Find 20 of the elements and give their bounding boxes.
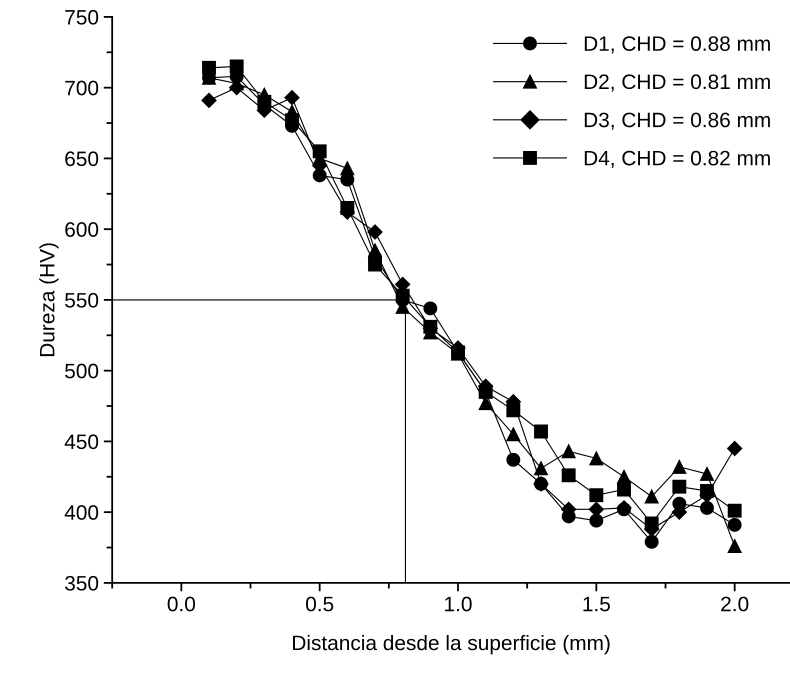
x-tick-label: 0.0 — [168, 596, 196, 612]
y-tick-label: 450 — [64, 434, 98, 450]
y-tick-label: 350 — [65, 576, 98, 591]
y-tick-label: 700 — [65, 80, 98, 96]
x-axis-title: Distancia desde la superficie (mm) — [293, 634, 610, 654]
y-tick-label: 550 — [65, 292, 98, 308]
y-tick-label: 500 — [65, 364, 98, 378]
y-tick-label: 650 — [65, 151, 98, 166]
y-tick-label: 400 — [64, 505, 98, 520]
x-tick-label: 0.5 — [306, 596, 334, 612]
legend-label: D3, CHD = 0.86 mm — [584, 112, 770, 130]
x-tick-label: 2.0 — [721, 596, 748, 612]
y-tick-label: 600 — [65, 222, 98, 237]
x-tick-label: 1.5 — [583, 596, 610, 612]
y-tick-label: 750 — [65, 10, 98, 25]
y-axis-title: Dureza (HV) — [39, 243, 59, 356]
x-tick-label: 1.0 — [445, 596, 472, 612]
legend-label: D2, CHD = 0.81 mm — [584, 74, 770, 92]
legend-label: D1, CHD = 0.88 mm — [584, 36, 770, 54]
legend-label: D4, CHD = 0.82 mm — [584, 150, 770, 168]
